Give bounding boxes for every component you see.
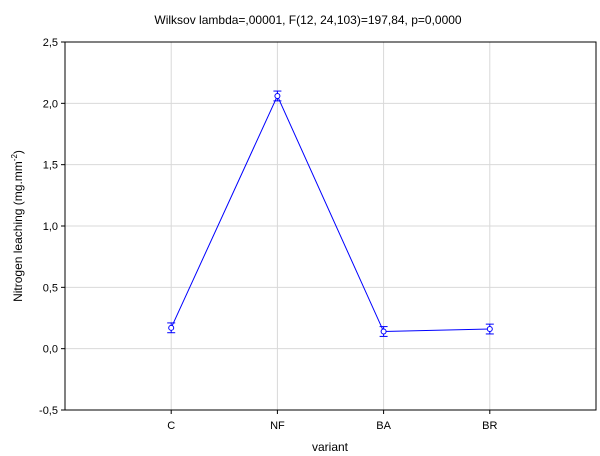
y-axis-label-main: Nitrogen leaching (mg.mm (11, 161, 25, 302)
series-line (170, 94, 490, 333)
y-axis-label: Nitrogen leaching (mg.mm-2) (10, 150, 25, 302)
chart-title: Wilksov lambda=,00001, F(12, 24,103)=197… (154, 13, 462, 27)
y-tick-label: -0,5 (39, 405, 58, 417)
x-tick-label: C (167, 420, 175, 432)
y-tick-label: 2,5 (43, 37, 58, 49)
x-axis-label: variant (312, 440, 349, 454)
data-point (486, 326, 493, 333)
y-axis: -0,5 0,0 0,5 1,0 1,5 2,0 2,5 (39, 37, 65, 417)
x-tick-label: BA (376, 420, 391, 432)
x-tick-label: BR (482, 420, 497, 432)
y-tick-label: 1,5 (43, 160, 58, 172)
series-layer (167, 90, 494, 337)
data-point (168, 324, 175, 331)
grid (65, 41, 596, 411)
y-axis-label-end: ) (11, 150, 25, 154)
y-tick-label: 0,0 (43, 344, 58, 356)
y-axis-label-sup: -2 (10, 154, 19, 162)
y-tick-label: 1,0 (43, 221, 58, 233)
y-tick-label: 0,5 (43, 282, 58, 294)
y-tick-label: 2,0 (43, 98, 58, 110)
x-axis: C NF BA BR (167, 410, 497, 432)
data-point (380, 328, 387, 335)
data-point (274, 92, 281, 99)
x-tick-label: NF (270, 420, 285, 432)
